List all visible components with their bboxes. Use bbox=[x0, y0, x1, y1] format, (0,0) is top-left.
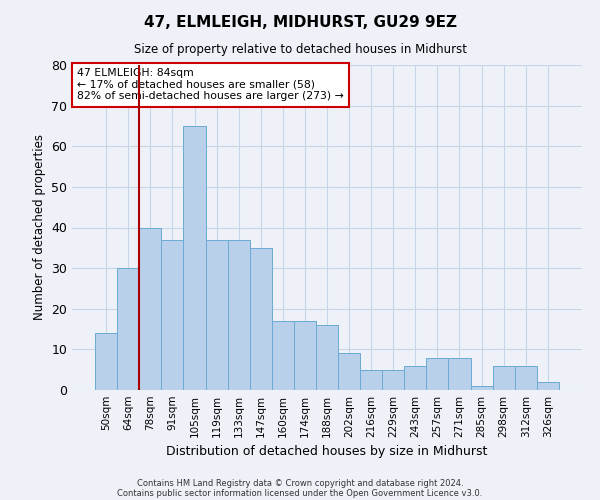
Bar bbox=[470, 386, 493, 390]
X-axis label: Distribution of detached houses by size in Midhurst: Distribution of detached houses by size … bbox=[166, 446, 488, 458]
Bar bbox=[316, 325, 338, 390]
Bar bbox=[95, 333, 117, 390]
Text: Contains HM Land Registry data © Crown copyright and database right 2024.: Contains HM Land Registry data © Crown c… bbox=[137, 478, 463, 488]
Bar bbox=[250, 248, 272, 390]
Text: 47, ELMLEIGH, MIDHURST, GU29 9EZ: 47, ELMLEIGH, MIDHURST, GU29 9EZ bbox=[143, 15, 457, 30]
Bar bbox=[360, 370, 382, 390]
Bar bbox=[382, 370, 404, 390]
Bar bbox=[117, 268, 139, 390]
Bar bbox=[338, 354, 360, 390]
Bar bbox=[139, 228, 161, 390]
Bar bbox=[493, 366, 515, 390]
Bar bbox=[448, 358, 470, 390]
Bar bbox=[537, 382, 559, 390]
Bar bbox=[206, 240, 227, 390]
Text: Size of property relative to detached houses in Midhurst: Size of property relative to detached ho… bbox=[133, 42, 467, 56]
Bar bbox=[515, 366, 537, 390]
Bar bbox=[294, 321, 316, 390]
Bar bbox=[404, 366, 427, 390]
Bar bbox=[272, 321, 294, 390]
Text: Contains public sector information licensed under the Open Government Licence v3: Contains public sector information licen… bbox=[118, 488, 482, 498]
Text: 47 ELMLEIGH: 84sqm
← 17% of detached houses are smaller (58)
82% of semi-detache: 47 ELMLEIGH: 84sqm ← 17% of detached hou… bbox=[77, 68, 344, 102]
Bar bbox=[184, 126, 206, 390]
Bar bbox=[427, 358, 448, 390]
Y-axis label: Number of detached properties: Number of detached properties bbox=[32, 134, 46, 320]
Bar bbox=[161, 240, 184, 390]
Bar bbox=[227, 240, 250, 390]
